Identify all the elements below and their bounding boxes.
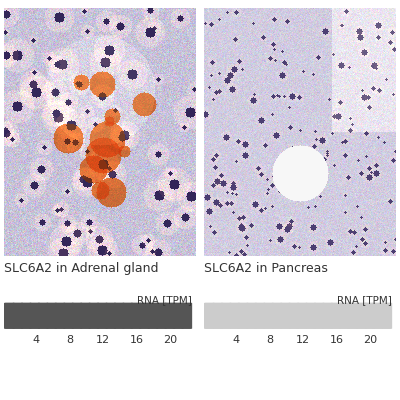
FancyBboxPatch shape — [212, 303, 223, 329]
FancyBboxPatch shape — [221, 303, 232, 329]
Text: 16: 16 — [130, 335, 144, 345]
FancyBboxPatch shape — [322, 303, 333, 329]
FancyBboxPatch shape — [348, 303, 358, 329]
Text: 20: 20 — [363, 335, 377, 345]
FancyBboxPatch shape — [105, 303, 116, 329]
FancyBboxPatch shape — [364, 303, 375, 329]
FancyBboxPatch shape — [173, 303, 184, 329]
Text: SLC6A2 in Adrenal gland: SLC6A2 in Adrenal gland — [4, 262, 158, 275]
FancyBboxPatch shape — [246, 303, 257, 329]
FancyBboxPatch shape — [88, 303, 99, 329]
FancyBboxPatch shape — [314, 303, 324, 329]
FancyBboxPatch shape — [164, 303, 175, 329]
FancyBboxPatch shape — [63, 303, 74, 329]
FancyBboxPatch shape — [38, 303, 48, 329]
Text: 12: 12 — [96, 335, 110, 345]
FancyBboxPatch shape — [12, 303, 23, 329]
FancyBboxPatch shape — [97, 303, 108, 329]
FancyBboxPatch shape — [229, 303, 240, 329]
FancyBboxPatch shape — [204, 303, 215, 329]
FancyBboxPatch shape — [280, 303, 291, 329]
Text: RNA [TPM]: RNA [TPM] — [137, 295, 192, 305]
Text: 16: 16 — [330, 335, 344, 345]
Text: RNA [TPM]: RNA [TPM] — [337, 295, 392, 305]
FancyBboxPatch shape — [238, 303, 248, 329]
FancyBboxPatch shape — [288, 303, 299, 329]
FancyBboxPatch shape — [382, 303, 392, 329]
Text: 12: 12 — [296, 335, 310, 345]
FancyBboxPatch shape — [255, 303, 266, 329]
FancyBboxPatch shape — [305, 303, 316, 329]
FancyBboxPatch shape — [131, 303, 142, 329]
FancyBboxPatch shape — [263, 303, 274, 329]
FancyBboxPatch shape — [46, 303, 57, 329]
Text: SLC6A2 in Pancreas: SLC6A2 in Pancreas — [204, 262, 328, 275]
FancyBboxPatch shape — [182, 303, 192, 329]
Text: 20: 20 — [163, 335, 177, 345]
FancyBboxPatch shape — [373, 303, 384, 329]
FancyBboxPatch shape — [4, 303, 15, 329]
Text: 4: 4 — [32, 335, 40, 345]
FancyBboxPatch shape — [297, 303, 308, 329]
FancyBboxPatch shape — [122, 303, 133, 329]
Text: 4: 4 — [232, 335, 240, 345]
FancyBboxPatch shape — [139, 303, 150, 329]
FancyBboxPatch shape — [114, 303, 124, 329]
FancyBboxPatch shape — [331, 303, 342, 329]
FancyBboxPatch shape — [339, 303, 350, 329]
Text: 8: 8 — [66, 335, 73, 345]
FancyBboxPatch shape — [156, 303, 167, 329]
FancyBboxPatch shape — [80, 303, 91, 329]
FancyBboxPatch shape — [55, 303, 66, 329]
FancyBboxPatch shape — [29, 303, 40, 329]
Text: 8: 8 — [266, 335, 273, 345]
FancyBboxPatch shape — [72, 303, 82, 329]
FancyBboxPatch shape — [272, 303, 282, 329]
FancyBboxPatch shape — [356, 303, 367, 329]
FancyBboxPatch shape — [148, 303, 158, 329]
FancyBboxPatch shape — [21, 303, 32, 329]
